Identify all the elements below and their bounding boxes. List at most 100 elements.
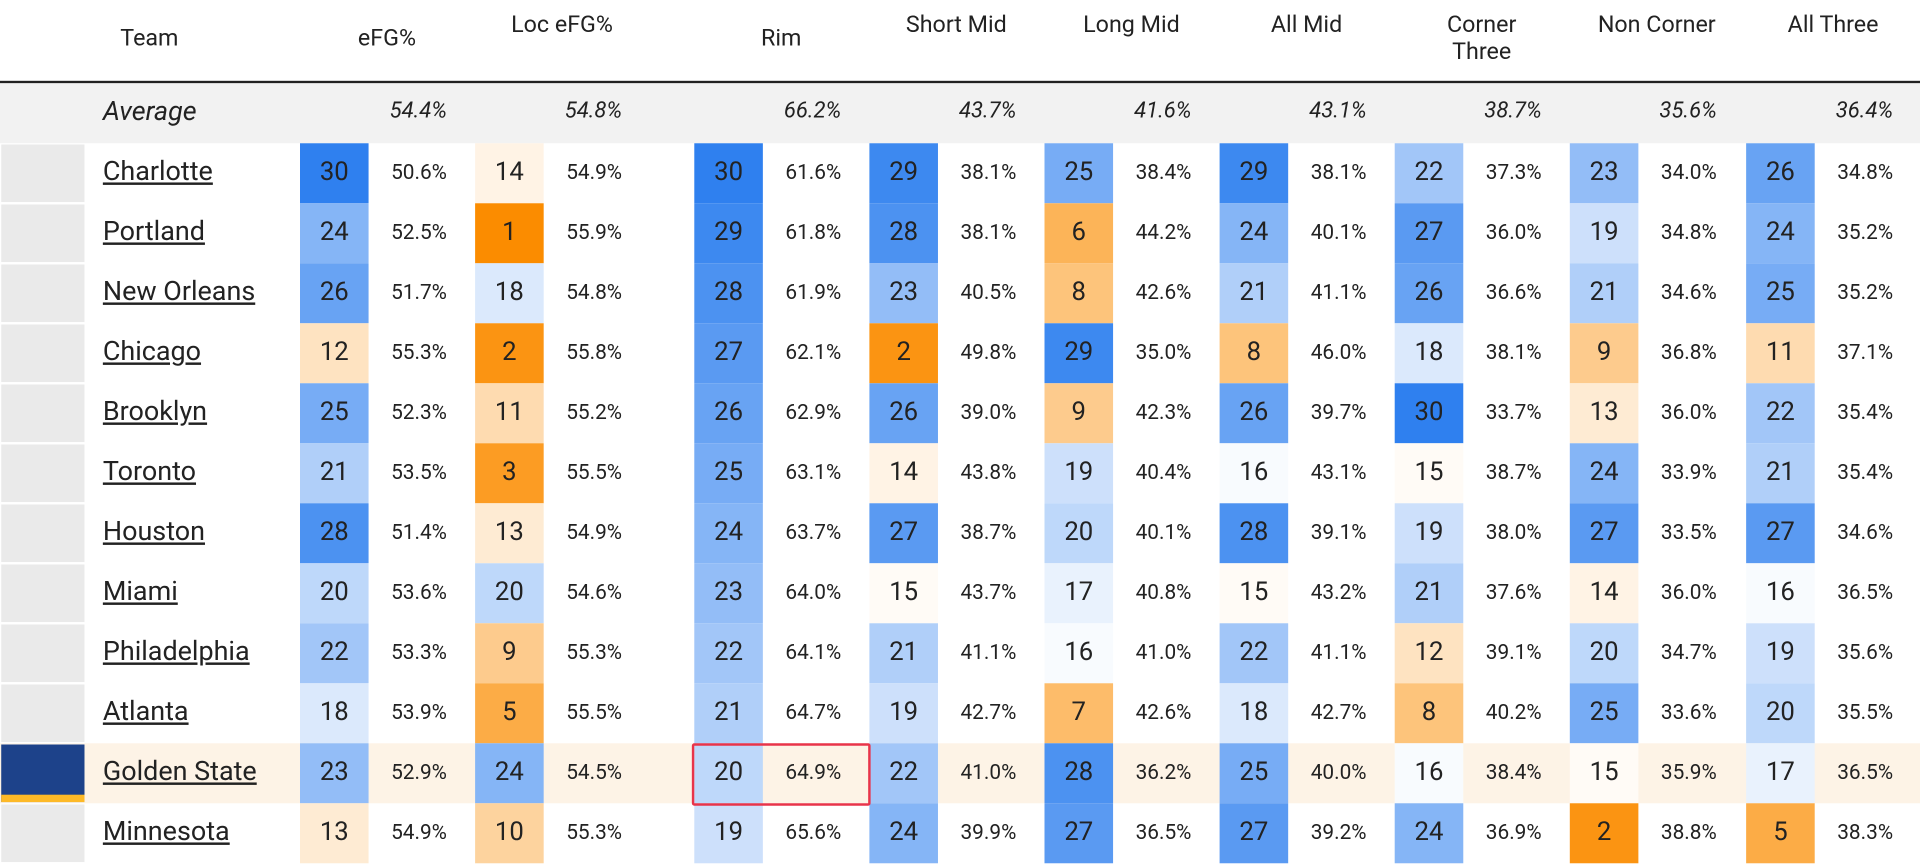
rank-cell: 21 (694, 683, 763, 744)
column-header: Team (120, 23, 179, 52)
value-cell: 64.1% (785, 640, 842, 665)
value-cell: 36.5% (1837, 760, 1894, 785)
value-cell: 37.3% (1485, 160, 1542, 185)
rank-cell: 24 (1394, 803, 1464, 864)
rank-cell: 21 (869, 623, 938, 684)
value-cell: 38.1% (1485, 340, 1542, 365)
rank-cell: 16 (1394, 743, 1464, 804)
value-cell: 54.6% (566, 580, 623, 605)
value-cell: 49.8% (960, 340, 1017, 365)
value-cell: 35.6% (1837, 640, 1894, 665)
team-link[interactable]: Philadelphia (102, 636, 250, 668)
team-link[interactable]: Charlotte (102, 156, 213, 188)
rank-cell: 22 (869, 743, 938, 804)
team-link[interactable]: Brooklyn (102, 396, 208, 428)
value-cell: 36.0% (1660, 400, 1717, 425)
rank-cell: 29 (869, 143, 938, 204)
value-cell: 36.2% (1135, 760, 1192, 785)
rank-cell: 28 (869, 203, 938, 264)
column-header: All Mid (1270, 9, 1343, 38)
team-logo (1, 204, 85, 263)
team-link[interactable]: Chicago (102, 336, 202, 368)
rank-cell: 6 (1044, 203, 1114, 264)
team-link[interactable]: Atlanta (102, 696, 189, 728)
value-cell: 33.6% (1660, 700, 1717, 725)
value-cell: 35.2% (1837, 280, 1894, 305)
team-link[interactable]: Miami (102, 576, 178, 608)
rank-cell: 28 (694, 263, 763, 324)
value-cell: 62.1% (785, 340, 842, 365)
column-header: Non Corner (1597, 9, 1716, 38)
team-link[interactable]: Golden State (102, 756, 257, 788)
rank-cell: 29 (1219, 143, 1289, 204)
rank-cell: 29 (694, 203, 763, 264)
value-cell: 43.2% (1310, 580, 1367, 605)
rank-cell: 19 (1044, 443, 1114, 504)
team-link[interactable]: New Orleans (102, 276, 256, 308)
column-header: eFG% (357, 23, 416, 52)
value-cell: 55.2% (566, 400, 623, 425)
rank-cell: 26 (869, 383, 938, 444)
value-cell: 40.5% (960, 280, 1017, 305)
rank-cell: 20 (1569, 623, 1639, 684)
team-link[interactable]: Houston (102, 516, 205, 548)
value-cell: 61.9% (785, 280, 842, 305)
rank-cell: 12 (1394, 623, 1464, 684)
rank-cell: 8 (1044, 263, 1114, 324)
team-link[interactable]: Minnesota (102, 816, 230, 848)
value-cell: 37.6% (1485, 580, 1542, 605)
value-cell: 61.6% (785, 160, 842, 185)
rank-cell: 18 (475, 263, 544, 324)
value-cell: 38.1% (960, 220, 1017, 245)
column-header: Loc eFG% (511, 9, 613, 38)
rank-cell: 18 (300, 683, 369, 744)
rank-cell: 19 (1569, 203, 1639, 264)
value-cell: 38.1% (1310, 160, 1367, 185)
value-cell: 34.6% (1837, 520, 1894, 545)
rank-cell: 13 (475, 503, 544, 564)
rank-cell: 28 (1044, 743, 1114, 804)
value-cell: 36.5% (1837, 580, 1894, 605)
rank-cell: 19 (694, 803, 763, 864)
value-cell: 34.8% (1660, 220, 1717, 245)
rank-cell: 26 (300, 263, 369, 324)
value-cell: 61.8% (785, 220, 842, 245)
rank-cell: 13 (1569, 383, 1639, 444)
rank-cell: 21 (1394, 563, 1464, 624)
team-link[interactable]: Portland (102, 216, 205, 248)
rank-cell: 2 (475, 323, 544, 384)
value-cell: 38.3% (1837, 820, 1894, 845)
rank-cell: 24 (869, 803, 938, 864)
team-link[interactable]: Toronto (102, 456, 197, 488)
rank-cell: 14 (869, 443, 938, 504)
average-value: 66.2% (783, 97, 842, 124)
average-label: Average (102, 96, 197, 128)
highlight-box (691, 743, 871, 806)
rank-cell: 29 (1044, 323, 1114, 384)
rank-cell: 25 (1219, 743, 1289, 804)
rank-cell: 22 (1394, 143, 1464, 204)
value-cell: 42.3% (1135, 400, 1192, 425)
rank-cell: 15 (1394, 443, 1464, 504)
rank-cell: 10 (475, 803, 544, 864)
average-value: 38.7% (1484, 97, 1542, 124)
value-cell: 54.9% (566, 520, 623, 545)
value-cell: 41.0% (960, 760, 1017, 785)
value-cell: 54.8% (566, 280, 623, 305)
value-cell: 34.7% (1660, 640, 1717, 665)
rank-cell: 26 (1746, 143, 1815, 204)
value-cell: 65.6% (785, 820, 842, 845)
value-cell: 39.0% (960, 400, 1017, 425)
value-cell: 40.0% (1310, 760, 1367, 785)
rank-cell: 24 (694, 503, 763, 564)
value-cell: 52.5% (391, 220, 447, 245)
team-logo (1, 684, 85, 743)
value-cell: 55.9% (566, 220, 623, 245)
value-cell: 51.4% (391, 520, 447, 545)
value-cell: 39.9% (960, 820, 1017, 845)
rank-cell: 20 (1044, 503, 1114, 564)
rank-cell: 3 (475, 443, 544, 504)
rank-cell: 17 (1746, 743, 1815, 804)
rank-cell: 30 (1394, 383, 1464, 444)
value-cell: 40.8% (1135, 580, 1192, 605)
